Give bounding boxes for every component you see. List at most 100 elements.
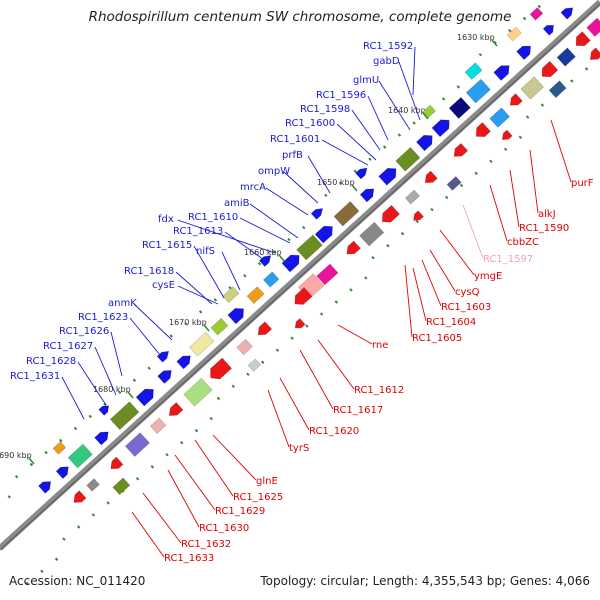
tick-mark [351, 184, 358, 192]
leader-line-reverse [212, 434, 257, 481]
forward-gene-glyph [246, 286, 265, 304]
forward-gene-glyph-shape [157, 370, 172, 384]
forward-gene-glyph [135, 388, 154, 407]
reverse-gene-glyph-shape [124, 432, 150, 457]
reverse-gene-glyph-shape [257, 321, 273, 336]
forward-gene-glyph-shape [109, 401, 140, 430]
reverse-gene-glyph [404, 189, 420, 205]
gene-label-glnE: glnE [256, 476, 278, 487]
forward-gene-glyph [263, 271, 280, 288]
feature-dash [14, 474, 19, 479]
chromosome-backbone [0, 0, 600, 551]
feature-dash [518, 135, 523, 139]
leader-line-reverse [550, 119, 572, 183]
feature-dash [44, 450, 48, 455]
tick-mark [203, 324, 210, 332]
reverse-gene-glyph-shape [236, 338, 253, 356]
forward-gene-glyph [296, 234, 323, 261]
feature-dash [91, 513, 96, 517]
reverse-gene-glyph [316, 263, 339, 286]
gene-label-nifS: nifS [196, 246, 215, 257]
forward-gene-glyph-shape [156, 350, 170, 363]
forward-gene-glyph [465, 78, 491, 104]
gene-label-RC1_1628: RC1_1628 [26, 356, 76, 367]
feature-dash [62, 537, 66, 541]
leader-line-forward [110, 331, 123, 377]
gene-label-mrcA: mrcA [240, 182, 266, 193]
leader-line-reverse [167, 469, 200, 528]
gene-label-RC1_1625: RC1_1625 [233, 492, 283, 503]
forward-gene-glyph-shape [94, 431, 109, 446]
forward-gene-glyph [156, 350, 170, 363]
leader-line-forward [221, 251, 241, 291]
forward-gene-glyph-shape [222, 286, 240, 304]
leader-line-forward [77, 361, 107, 406]
forward-gene-glyph [176, 355, 191, 370]
feature-dash [209, 416, 213, 421]
forward-gene-glyph [98, 405, 110, 416]
reverse-gene-glyph [489, 107, 511, 128]
leader-line-forward [94, 346, 117, 396]
gene-label-RC1_1618: RC1_1618 [124, 266, 174, 277]
gene-label-RC1_1601: RC1_1601 [270, 134, 320, 145]
feature-dash [59, 438, 63, 443]
reverse-gene-glyph-shape [316, 263, 339, 286]
forward-gene-glyph [210, 317, 229, 336]
leader-line-forward [307, 155, 331, 194]
feature-dash [7, 495, 12, 499]
reverse-gene-glyph [586, 17, 600, 37]
forward-gene-glyph-shape [296, 234, 323, 261]
feature-dash [493, 40, 497, 45]
reverse-gene-glyph-shape [247, 358, 262, 372]
reverse-gene-glyph-shape [520, 76, 544, 100]
reverse-gene-glyph [359, 221, 385, 247]
forward-gene-glyph-shape [314, 225, 333, 244]
feature-dash [305, 324, 309, 328]
feature-dash [40, 569, 44, 573]
tick-label-6: 1690 kbp [0, 451, 32, 460]
tick-label-5: 1680 kbp [93, 385, 131, 394]
reverse-gene-glyph-shape [453, 143, 469, 157]
reverse-gene-glyph [257, 321, 273, 336]
reverse-gene-glyph-shape [586, 17, 600, 37]
forward-gene-glyph [109, 401, 140, 430]
feature-dash [231, 384, 235, 389]
forward-gene-glyph-shape [359, 188, 375, 203]
reverse-gene-glyph [183, 377, 213, 407]
forward-gene-glyph-shape [135, 388, 154, 407]
leader-line-reverse [131, 511, 165, 558]
reverse-gene-glyph-shape [575, 31, 591, 47]
leader-line-reverse [439, 229, 475, 276]
feature-dash [180, 440, 184, 445]
forward-gene-glyph-shape [560, 7, 574, 20]
feature-dash [503, 147, 508, 151]
feature-dash [150, 465, 154, 469]
leader-line-reverse [489, 184, 508, 242]
leader-line-reverse [299, 349, 334, 410]
reverse-gene-glyph [86, 478, 100, 492]
leader-line-forward [351, 109, 381, 151]
gene-label-RC1_1630: RC1_1630 [199, 523, 249, 534]
reverse-gene-glyph-shape [210, 357, 232, 380]
gene-label-RC1_1592: RC1_1592 [363, 41, 413, 52]
leader-line-forward [177, 285, 219, 305]
forward-gene-glyph-shape [52, 441, 67, 455]
feature-dash [371, 256, 375, 260]
feature-dash [397, 133, 402, 137]
forward-gene-glyph [542, 25, 554, 36]
feature-dash [334, 300, 339, 304]
feature-dash [194, 428, 199, 433]
feature-dash [135, 477, 140, 481]
feature-dash [324, 193, 328, 198]
leader-line-forward [283, 171, 319, 204]
leader-line-forward [193, 245, 225, 299]
feature-dash [537, 4, 541, 9]
gene-label-RC1_1604: RC1_1604 [426, 317, 476, 328]
gene-label-RC1_1615: RC1_1615 [142, 240, 192, 251]
forward-gene-glyph [493, 65, 510, 81]
forward-gene-glyph-shape [465, 78, 491, 104]
feature-dash [349, 288, 353, 292]
forward-gene-glyph [314, 225, 333, 244]
gene-label-prfB: prfB [282, 150, 303, 161]
forward-gene-glyph [431, 119, 450, 138]
